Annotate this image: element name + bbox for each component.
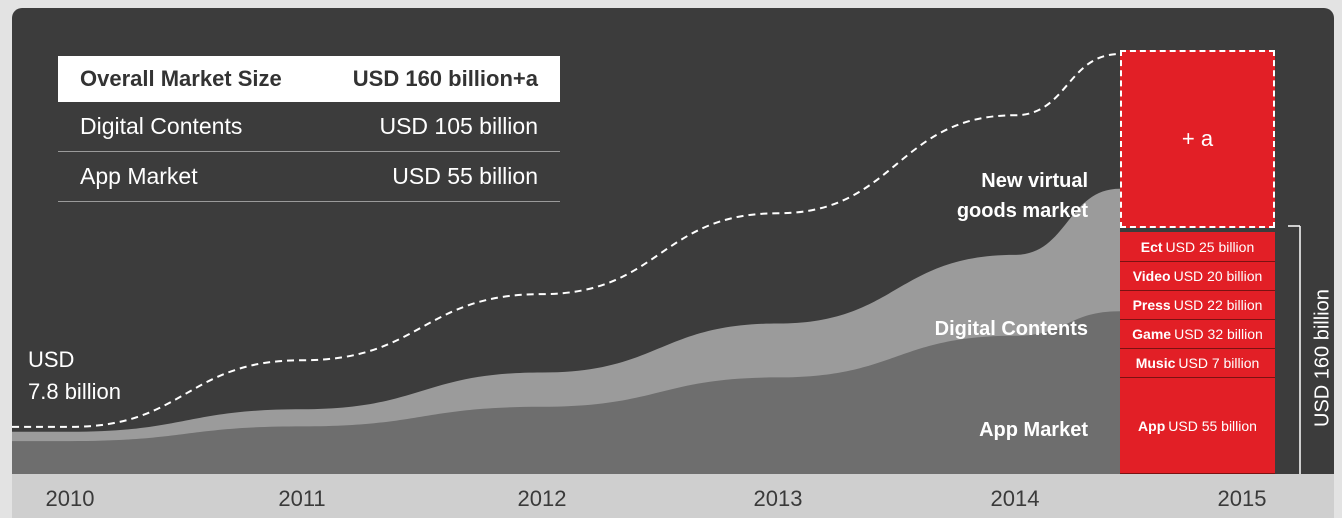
x-tick-label: 2014	[990, 486, 1040, 511]
summary-header-label: Overall Market Size	[80, 66, 282, 91]
x-axis-band	[12, 474, 1334, 518]
stack-segment-app: App USD 55 billion	[1120, 378, 1275, 474]
stack-segment-name: Music	[1135, 355, 1176, 371]
start-value-line1: USD	[28, 347, 75, 372]
stack-segment-name: Press	[1132, 297, 1171, 313]
start-value-label: USD 7.8 billion	[28, 344, 121, 408]
chart-panel: Overall Market Size USD 160 billion+a Di…	[12, 8, 1334, 518]
start-value-line2: 7.8 billion	[28, 379, 121, 404]
stack-segment-ect: Ect USD 25 billion	[1120, 232, 1275, 262]
summary-row-value: USD 55 billion	[392, 163, 538, 189]
total-value-label: USD 160 billion	[1311, 289, 1334, 427]
summary-row-label: Digital Contents	[80, 113, 243, 139]
x-tick-label: 2011	[278, 486, 326, 511]
virtual-goods-dashed-line	[12, 53, 1121, 428]
app-market-area	[12, 311, 1120, 474]
stack-segment-name: Ect	[1140, 238, 1163, 255]
x-tick-label: 2013	[753, 486, 803, 511]
stack-segment-value: USD 7 billion	[1178, 355, 1260, 371]
summary-row-app: App Market USD 55 billion	[58, 152, 560, 202]
summary-table: Overall Market Size USD 160 billion+a Di…	[58, 56, 560, 202]
stack-segment-name: Game	[1132, 326, 1172, 342]
app-market-label: App Market	[979, 419, 1088, 441]
x-tick-label: 2010	[45, 486, 95, 511]
summary-row-value: USD 105 billion	[379, 113, 538, 139]
x-tick-label: 2012	[517, 486, 567, 511]
stack-segment-name: App	[1138, 417, 1166, 434]
stack-segment-name: Video	[1132, 268, 1171, 284]
stack-segment-value: USD 55 billion	[1168, 417, 1257, 434]
x-tick-label: 2015	[1217, 486, 1267, 511]
stack-segment-press: Press USD 22 billion	[1120, 291, 1275, 320]
stack-segment-video: Video USD 20 billion	[1120, 262, 1275, 291]
summary-header-row: Overall Market Size USD 160 billion+a	[58, 56, 560, 102]
digital-contents-label: Digital Contents	[934, 318, 1088, 340]
stack-segment-value: USD 25 billion	[1165, 238, 1255, 255]
plus-a-box: + a	[1120, 50, 1275, 228]
stack-segment-value: USD 20 billion	[1173, 268, 1263, 284]
virtual-goods-label: New virtual goods market	[912, 166, 1088, 226]
stack-segment-value: USD 32 billion	[1174, 326, 1263, 342]
market-chart	[12, 53, 1301, 474]
virtual-goods-label-line2: goods market	[956, 200, 1088, 222]
summary-header-value: USD 160 billion+a	[352, 66, 538, 91]
stack-segment-game: Game USD 32 billion	[1120, 320, 1275, 349]
summary-row-digital: Digital Contents USD 105 billion	[58, 102, 560, 152]
virtual-goods-label-line1: New virtual	[981, 170, 1088, 192]
summary-row-label: App Market	[80, 163, 198, 189]
stack-segment-value: USD 22 billion	[1173, 297, 1263, 313]
stack-segment-music: Music USD 7 billion	[1120, 349, 1275, 378]
